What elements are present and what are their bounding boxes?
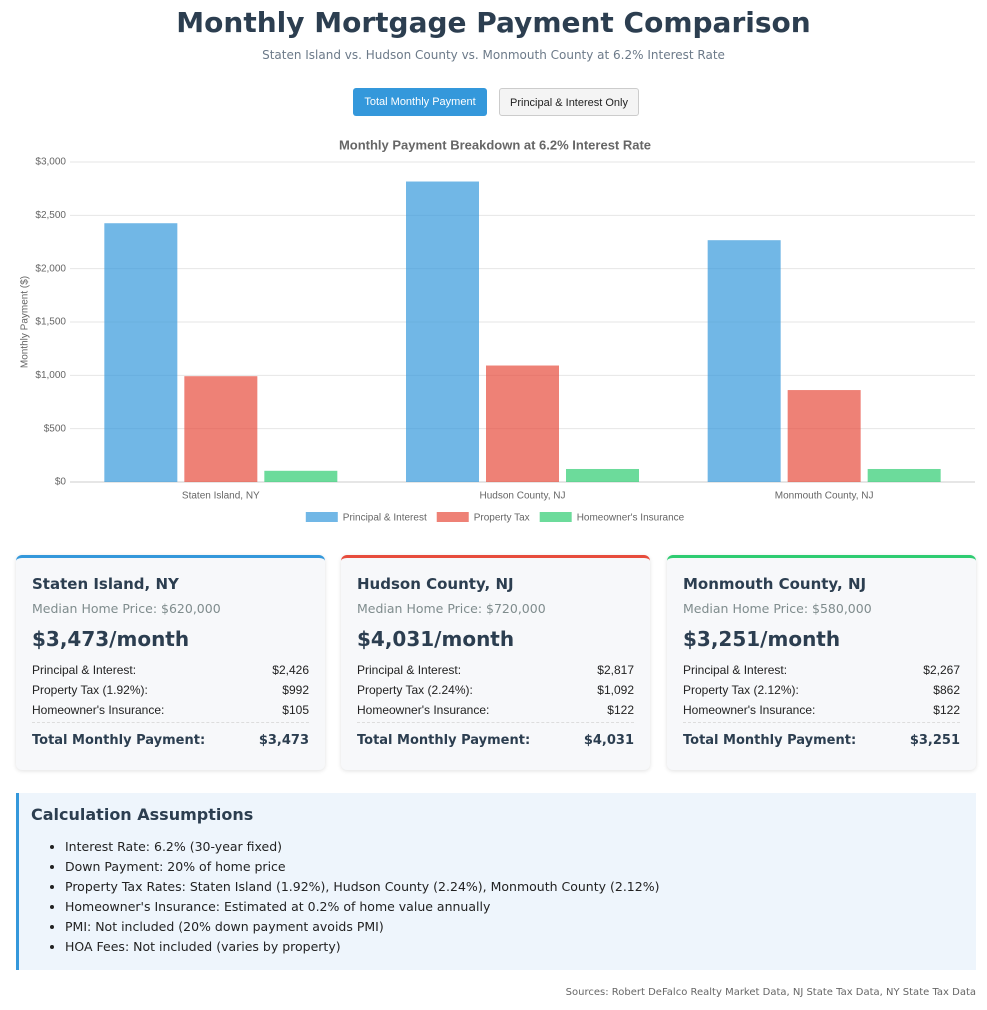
total-label: Total Monthly Payment:	[357, 733, 531, 748]
assumption-item: Property Tax Rates: Staten Island (1.92%…	[65, 877, 659, 897]
row-value: $862	[933, 683, 960, 697]
row-label: Property Tax (1.92%):	[32, 683, 148, 697]
row-value: $1,092	[597, 683, 634, 697]
y-tick-label: $3,000	[35, 157, 66, 168]
legend-label: Principal & Interest	[343, 513, 427, 524]
total-value: $3,251	[909, 733, 960, 748]
monthly-amount: $3,473/month	[32, 627, 190, 651]
x-tick-label: Staten Island, NY	[182, 491, 260, 502]
total-value: $3,473	[258, 733, 309, 748]
assumption-item: Down Payment: 20% of home price	[65, 857, 659, 877]
footer: Sources: Robert DeFalco Realty Market Da…	[565, 987, 976, 998]
chart-title: Monthly Payment Breakdown at 6.2% Intere…	[339, 137, 651, 152]
row-value: $2,426	[272, 663, 309, 677]
legend-label: Homeowner's Insurance	[577, 513, 685, 524]
breakdown-row: Property Tax (2.12%): $862	[683, 683, 960, 697]
area-card: Staten Island, NY Median Home Price: $620…	[16, 555, 325, 770]
legend-swatch	[539, 512, 572, 522]
card-title: Staten Island, NY	[32, 575, 179, 593]
page-subtitle: Staten Island vs. Hudson County vs. Monm…	[262, 48, 725, 62]
row-label: Principal & Interest:	[683, 663, 788, 677]
legend-label: Property Tax	[474, 513, 530, 524]
row-label: Property Tax (2.12%):	[683, 683, 799, 697]
row-value: $105	[282, 703, 309, 717]
legend: Principal & Interest Property Tax Homeowne…	[305, 512, 685, 524]
breakdown-row: Property Tax (2.24%): $1,092	[357, 683, 634, 697]
bar	[104, 223, 178, 482]
y-tick-label: $0	[55, 477, 67, 488]
breakdown-row: Homeowner's Insurance: $122	[683, 703, 960, 717]
toggle-button[interactable]: Principal & Interest Only	[499, 88, 639, 116]
bar	[184, 376, 258, 482]
row-label: Homeowner's Insurance:	[32, 703, 165, 717]
assumptions-title: Calculation Assumptions	[31, 805, 254, 824]
row-value: $122	[933, 703, 960, 717]
y-tick-label: $2,000	[35, 263, 66, 274]
total-label: Total Monthly Payment:	[683, 733, 857, 748]
separator	[683, 722, 960, 723]
row-value: $2,817	[597, 663, 634, 677]
toggle-button[interactable]: Total Monthly Payment	[353, 88, 487, 116]
total-value: $4,031	[583, 733, 634, 748]
row-label: Homeowner's Insurance:	[357, 703, 490, 717]
separator	[357, 722, 634, 723]
row-value: $2,267	[923, 663, 960, 677]
total-label: Total Monthly Payment:	[32, 733, 206, 748]
monthly-amount: $3,251/month	[683, 627, 841, 651]
median-price: Median Home Price: $580,000	[683, 601, 872, 616]
y-tick-label: $1,000	[35, 370, 66, 381]
area-card: Hudson County, NJ Median Home Price: $720…	[341, 555, 650, 770]
row-label: Principal & Interest:	[32, 663, 137, 677]
monthly-amount: $4,031/month	[357, 627, 515, 651]
assumptions-list: Interest Rate: 6.2% (30-year fixed)Down …	[19, 837, 659, 957]
median-price: Median Home Price: $620,000	[32, 601, 221, 616]
separator	[32, 722, 309, 723]
row-value: $122	[607, 703, 634, 717]
area-card: Monmouth County, NJ Median Home Price: $5…	[667, 555, 976, 770]
assumption-item: HOA Fees: Not included (varies by proper…	[65, 937, 659, 957]
card-title: Monmouth County, NJ	[683, 575, 867, 593]
breakdown-row: Principal & Interest: $2,267	[683, 663, 960, 677]
row-label: Principal & Interest:	[357, 663, 462, 677]
breakdown-row: Principal & Interest: $2,426	[32, 663, 309, 677]
card-title: Hudson County, NJ	[357, 575, 514, 593]
y-axis-title: Monthly Payment ($)	[20, 276, 31, 368]
legend-swatch	[305, 512, 338, 522]
breakdown-row: Homeowner's Insurance: $122	[357, 703, 634, 717]
y-tick-label: $2,500	[35, 210, 66, 221]
breakdown-row: Homeowner's Insurance: $105	[32, 703, 309, 717]
total-row: Total Monthly Payment: $3,473	[32, 733, 309, 748]
assumption-item: Interest Rate: 6.2% (30-year fixed)	[65, 837, 659, 857]
bar	[264, 470, 338, 482]
y-tick-label: $500	[44, 423, 67, 434]
row-label: Property Tax (2.24%):	[357, 683, 473, 697]
bar	[707, 240, 781, 482]
assumptions-box: Calculation Assumptions Interest Rate: 6…	[16, 793, 976, 970]
x-tick-label: Monmouth County, NJ	[775, 491, 874, 502]
breakdown-row: Property Tax (1.92%): $992	[32, 683, 309, 697]
bar	[406, 181, 479, 482]
page-title: Monthly Mortgage Payment Comparison	[176, 6, 811, 39]
bar	[787, 390, 861, 482]
y-tick-label: $1,500	[35, 317, 66, 328]
total-row: Total Monthly Payment: $3,251	[683, 733, 960, 748]
x-tick-label: Hudson County, NJ	[480, 491, 566, 502]
assumption-item: PMI: Not included (20% down payment avoi…	[65, 917, 659, 937]
median-price: Median Home Price: $720,000	[357, 601, 546, 616]
chart: Monthly Payment Breakdown at 6.2% Intere…	[20, 137, 975, 524]
row-value: $992	[282, 683, 309, 697]
total-row: Total Monthly Payment: $4,031	[357, 733, 634, 748]
breakdown-row: Principal & Interest: $2,817	[357, 663, 634, 677]
bar	[867, 468, 941, 482]
bar	[566, 468, 639, 482]
legend-swatch	[436, 512, 469, 522]
assumption-item: Homeowner's Insurance: Estimated at 0.2%…	[65, 897, 659, 917]
bar	[486, 365, 559, 482]
row-label: Homeowner's Insurance:	[683, 703, 816, 717]
